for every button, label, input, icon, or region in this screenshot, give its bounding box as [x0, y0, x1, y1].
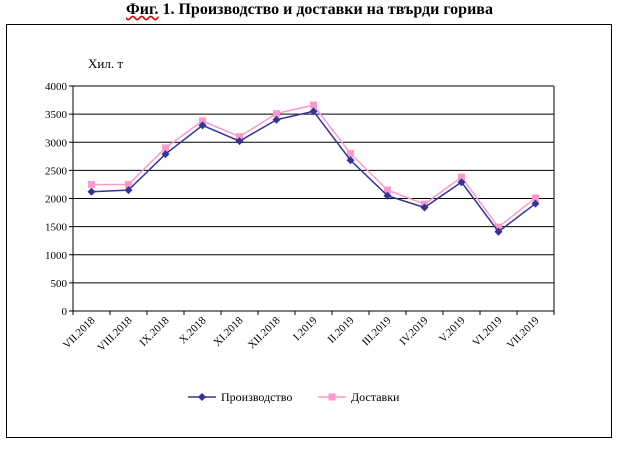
data-point: [309, 107, 318, 116]
x-tick-label: XII.2018: [246, 314, 283, 351]
y-tick-label: 2500: [45, 165, 68, 177]
data-point: [125, 180, 132, 188]
x-tick-label: III.2019: [360, 314, 394, 348]
y-tick-label: 2000: [45, 194, 68, 206]
data-point: [236, 133, 243, 141]
data-point: [347, 150, 354, 157]
chart-title-prefix: Фиг.: [126, 1, 159, 18]
x-tick-label: VIII.2018: [95, 314, 135, 354]
data-point: [494, 227, 503, 236]
y-tick-label: 1000: [45, 250, 68, 262]
x-tick-label: VII.2018: [61, 314, 98, 351]
chart-title-rest: 1. Производство и доставки на твърди гор…: [158, 1, 493, 18]
data-point: [161, 150, 170, 159]
data-point: [272, 115, 281, 124]
data-point: [198, 121, 207, 130]
data-point: [88, 180, 95, 188]
data-point: [162, 144, 169, 152]
data-point: [124, 186, 133, 195]
data-point: [457, 178, 466, 187]
y-tick-label: 0: [62, 306, 68, 318]
x-tick-label: I.2019: [291, 314, 320, 343]
data-point: [458, 173, 465, 181]
x-tick-label: X.2018: [177, 314, 209, 346]
legend-label: Доставки: [351, 390, 400, 404]
y-tick-label: 3500: [45, 109, 68, 121]
data-point: [235, 137, 244, 146]
data-point: [346, 156, 355, 165]
chart-frame: [6, 24, 612, 438]
legend-marker: [328, 393, 336, 401]
y-tick-label: 3000: [45, 137, 68, 149]
data-point: [532, 194, 539, 202]
y-tick-label: 4000: [45, 81, 68, 93]
chart-title: Фиг. 1. Производство и доставки на твърд…: [0, 0, 619, 22]
data-point: [310, 101, 317, 109]
data-point: [273, 110, 280, 118]
x-tick-label: V.2019: [437, 314, 468, 345]
data-point: [384, 186, 391, 194]
x-tick-label: II.2019: [325, 314, 357, 346]
data-point: [383, 191, 392, 200]
x-tick-label: IX.2018: [137, 314, 172, 349]
data-point: [87, 187, 96, 196]
x-tick-label: IV.2019: [397, 314, 431, 348]
y-tick-label: 1500: [45, 222, 68, 234]
x-tick-label: XI.2018: [211, 314, 246, 349]
data-point: [420, 203, 429, 212]
data-point: [531, 199, 540, 208]
x-tick-label: VI.2019: [470, 314, 505, 349]
x-tick-label: VII.2019: [505, 314, 542, 351]
y-tick-label: 500: [51, 278, 68, 290]
data-point: [199, 117, 206, 125]
legend-marker: [198, 393, 206, 401]
y-axis-label: Хил. т: [88, 56, 123, 71]
legend-label: Производство: [221, 390, 292, 404]
data-point: [495, 223, 502, 231]
